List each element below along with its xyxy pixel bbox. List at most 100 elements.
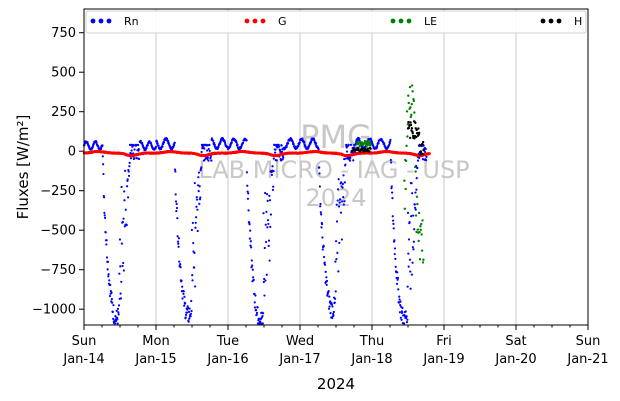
- rn-point: [358, 137, 361, 140]
- rn-point: [121, 264, 124, 268]
- rn-point: [253, 306, 257, 309]
- rn-point: [196, 229, 199, 233]
- rn-point: [412, 240, 415, 243]
- rn-point: [405, 320, 409, 324]
- legend-marker-le: [406, 18, 412, 24]
- rn-point: [249, 229, 252, 232]
- h-point: [421, 140, 425, 144]
- rn-point: [268, 194, 271, 197]
- rn-point: [118, 238, 122, 241]
- rn-point: [274, 148, 277, 151]
- rn-point: [410, 215, 413, 218]
- rn-point: [118, 272, 121, 275]
- x-tick-date: Jan-19: [422, 352, 464, 367]
- legend-label-h: H: [574, 15, 582, 28]
- rn-point: [208, 149, 211, 153]
- rn-point: [178, 260, 181, 263]
- rn-point: [271, 165, 274, 168]
- y-tick-label: 0: [68, 145, 76, 160]
- le-point: [366, 143, 370, 147]
- le-point: [418, 258, 422, 261]
- rn-point: [325, 279, 329, 283]
- rn-point: [349, 156, 352, 159]
- rn-point: [406, 285, 409, 288]
- rn-point: [254, 294, 257, 297]
- rn-point: [414, 208, 417, 211]
- rn-point: [282, 156, 285, 159]
- rn-point: [209, 156, 212, 159]
- le-point: [405, 110, 409, 113]
- rn-point: [262, 312, 265, 315]
- rn-point: [401, 306, 404, 310]
- rn-point: [339, 211, 343, 214]
- rn-point: [115, 309, 118, 312]
- rn-point: [188, 317, 191, 320]
- rn-point: [250, 246, 253, 249]
- rn-point: [409, 270, 412, 273]
- rn-point: [261, 314, 264, 318]
- rn-point: [107, 273, 110, 276]
- rn-point: [120, 242, 124, 245]
- rn-point: [389, 158, 392, 162]
- x-tick-day: Mon: [142, 334, 169, 349]
- rn-point: [418, 156, 421, 159]
- rn-point: [342, 196, 345, 199]
- le-point: [420, 249, 424, 252]
- rn-point: [106, 268, 109, 271]
- rn-point: [248, 223, 251, 226]
- le-point: [419, 225, 422, 228]
- rn-point: [415, 177, 418, 180]
- rn-point: [252, 278, 255, 282]
- x-tick-day: Tue: [216, 334, 239, 349]
- rn-point: [105, 256, 109, 259]
- rn-point: [280, 144, 283, 147]
- rn-point: [130, 143, 133, 146]
- rn-point: [268, 259, 271, 262]
- rn-point: [408, 221, 411, 224]
- rn-point: [410, 182, 413, 185]
- h-point: [417, 127, 420, 130]
- rn-point: [349, 143, 353, 146]
- le-point: [418, 230, 421, 234]
- rn-point: [132, 144, 135, 147]
- rn-point: [95, 141, 98, 144]
- rn-point: [274, 151, 277, 154]
- h-point: [421, 142, 424, 146]
- h-point: [366, 147, 370, 150]
- legend: Rn G LE H: [85, 10, 587, 34]
- rn-point: [303, 140, 306, 144]
- rn-point: [177, 242, 180, 245]
- rn-point: [266, 226, 269, 229]
- rn-point: [251, 268, 254, 271]
- rn-point: [106, 260, 110, 264]
- rn-point: [269, 213, 273, 216]
- rn-point: [399, 316, 402, 319]
- rn-point: [97, 145, 100, 148]
- rn-point: [120, 185, 123, 189]
- rn-point: [264, 279, 267, 282]
- rn-point: [200, 166, 203, 169]
- rn-point: [188, 307, 191, 310]
- le-point: [368, 140, 371, 144]
- rn-point: [334, 240, 338, 243]
- rn-point: [193, 266, 196, 269]
- rn-point: [416, 166, 419, 170]
- rn-point: [407, 252, 410, 255]
- rn-point: [319, 205, 322, 208]
- h-point: [421, 152, 424, 156]
- rn-point: [241, 141, 245, 144]
- rn-point: [390, 187, 393, 190]
- rn-point: [424, 150, 427, 154]
- rn-point: [112, 317, 115, 320]
- x-tick-day: Fri: [436, 334, 452, 349]
- rn-point: [229, 143, 232, 146]
- rn-point: [218, 142, 222, 145]
- rn-point: [338, 241, 341, 245]
- rn-point: [285, 144, 288, 147]
- rn-point: [377, 142, 380, 145]
- rn-point: [410, 273, 413, 276]
- rn-point: [102, 196, 106, 199]
- rn-point: [174, 170, 177, 173]
- legend-marker-rn: [90, 18, 96, 24]
- rn-point: [105, 243, 108, 246]
